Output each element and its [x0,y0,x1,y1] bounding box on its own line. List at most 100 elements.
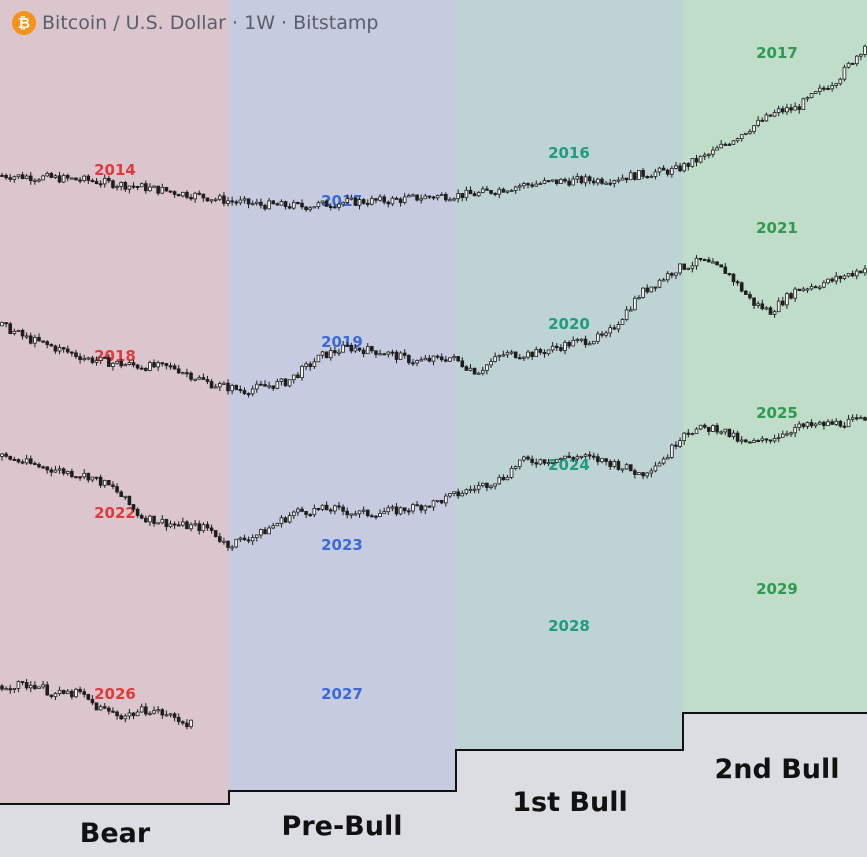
candle [505,474,510,481]
candle [435,499,440,503]
candle [731,273,736,286]
candle [370,195,374,206]
candle [312,504,317,518]
year-label-2022: 2022 [94,504,136,522]
candle [670,272,674,279]
candle [222,381,226,385]
candle [472,191,477,197]
candle [756,301,760,309]
candle [686,162,691,171]
candle [246,392,251,398]
candle [822,420,826,430]
candle [102,479,107,488]
phase-firstbull-bg [456,0,683,857]
candle [513,351,518,359]
candle [0,321,4,327]
candle [534,346,539,357]
candle [353,510,358,516]
candle [822,280,826,289]
candle [859,53,863,61]
candle [0,684,4,692]
year-label-2027: 2027 [321,685,363,703]
candle [468,364,473,372]
candle [230,383,234,395]
candle [805,96,810,102]
bitcoin-icon: ₿ [12,11,36,35]
candle [604,180,608,185]
candle [834,271,839,285]
candle [271,522,276,530]
candle [185,719,189,730]
candle [518,183,522,191]
candle [28,332,33,345]
candle [74,177,78,181]
candle [152,359,156,369]
candle [94,356,99,366]
candle [485,482,489,492]
candle [156,522,160,525]
candle [690,158,695,168]
candle [468,186,473,195]
candle [444,493,448,507]
candle [263,526,267,535]
candle [12,687,17,694]
candle [33,681,37,690]
candle [300,506,304,512]
candle [164,710,169,717]
candle [838,77,843,86]
candle [259,380,263,386]
candle [164,518,169,531]
candle [476,190,481,198]
candle [12,175,17,183]
candle [612,459,617,469]
candle [550,179,555,183]
year-label-2014: 2014 [94,161,136,179]
candle [45,681,50,696]
candle [263,203,267,211]
candle [813,285,818,289]
candle [349,342,354,354]
candle [74,349,78,359]
candle [189,522,193,532]
candle [4,451,8,458]
candle [596,453,600,466]
candle [715,145,719,151]
candle [489,358,493,368]
candle [583,453,588,459]
candle [863,264,867,276]
candle [772,309,777,318]
candle [57,465,62,474]
candle [846,415,851,428]
candle [82,469,86,480]
candle [57,171,62,184]
candle [271,385,276,391]
candle [337,502,341,511]
year-label-2025: 2025 [756,404,798,422]
candle [378,509,382,517]
candle [287,203,292,210]
candle [226,540,230,551]
candle [863,416,867,421]
candle [834,418,839,427]
candle [53,174,58,179]
candle [665,168,670,177]
candle [415,501,419,507]
candle [20,459,25,465]
candle [674,441,678,450]
candle [575,173,580,184]
candle [653,461,658,473]
candle [509,465,514,479]
candle [74,476,78,479]
year-label-2028: 2028 [548,617,590,635]
candle [20,328,25,340]
candle [45,171,50,177]
candle [456,356,460,363]
candle [86,174,91,185]
candle [460,193,465,202]
staircase-edge [0,712,867,805]
candle [90,695,95,706]
candle [542,459,547,466]
candle [748,291,752,300]
candle [189,371,193,382]
